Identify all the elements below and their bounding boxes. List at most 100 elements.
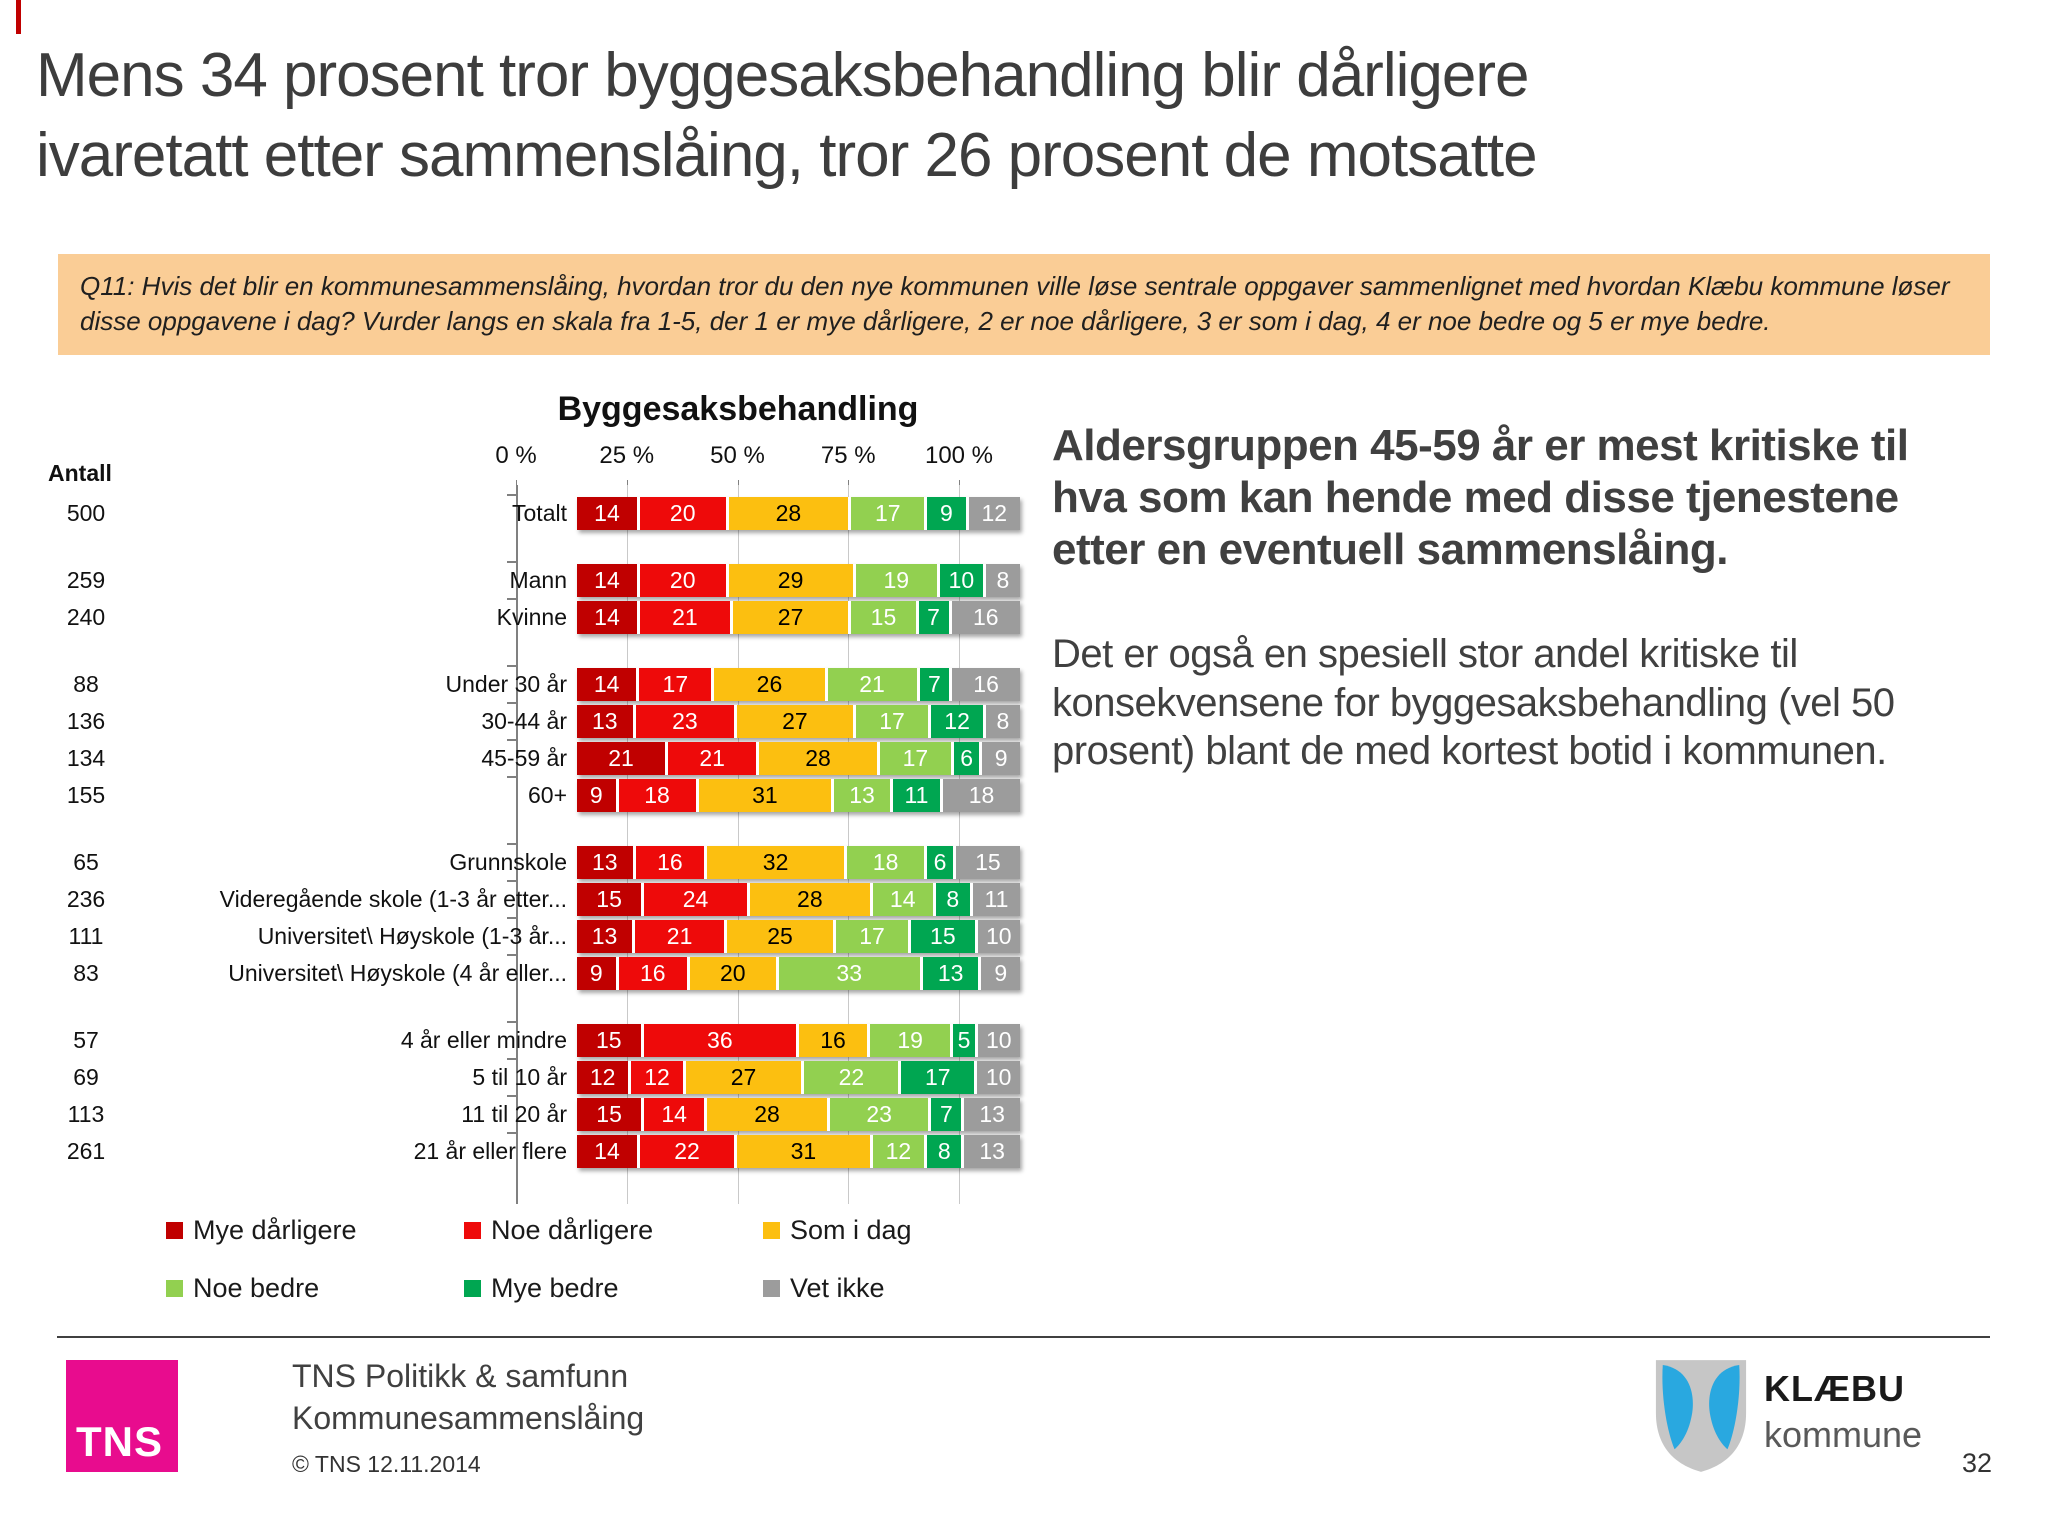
bar-segment: 20 (636, 497, 726, 530)
bar-segment: 28 (725, 497, 849, 530)
bar-segment: 13 (577, 920, 633, 953)
stacked-bar: 12 12 27 22 17 10 (577, 1061, 1020, 1094)
bar-segment: 28 (704, 1098, 827, 1131)
bar-segment: 13 (919, 957, 979, 990)
antall-value: 69 (73, 1064, 99, 1090)
row-label: 21 år eller flere (413, 1138, 567, 1164)
bar-segment: 31 (734, 1135, 870, 1168)
antall-value: 83 (73, 960, 99, 986)
commentary-block: Aldersgruppen 45-59 år er mest kritiske … (1052, 420, 1982, 776)
legend-item: Mye dårligere (166, 1212, 464, 1248)
footer-divider (57, 1336, 1990, 1338)
bar-segment: 14 (641, 1098, 705, 1131)
bar-segment: 11 (969, 883, 1020, 916)
bar-segment: 18 (615, 779, 696, 812)
chart-row: 111 Universitet\ Høyskole (1-3 år... 13 21 2… (40, 917, 1020, 953)
slide-title-line1: Mens 34 prosent tror byggesaksbehandling… (36, 41, 1529, 110)
row-label: 45-59 år (481, 745, 567, 771)
footer-line1: TNS Politikk & samfunn (292, 1358, 629, 1394)
legend-label: Noe bedre (193, 1272, 320, 1303)
stacked-bar: 15 14 28 23 7 13 (577, 1098, 1020, 1131)
bar-segment: 18 (939, 779, 1021, 812)
bar-segment: 18 (844, 846, 925, 879)
bar-segment: 27 (682, 1061, 802, 1094)
axis-tick-label: 100 % (924, 442, 994, 469)
bar-segment: 15 (577, 1024, 641, 1057)
bar-segment: 16 (949, 668, 1020, 701)
axis-tick-label: 50 % (710, 442, 765, 469)
bar-segment: 15 (848, 601, 916, 634)
antall-value: 57 (73, 1027, 99, 1053)
chart-title: Byggesaksbehandling (557, 390, 919, 428)
bar-segment: 12 (628, 1061, 683, 1094)
row-label: Universitet\ Høyskole (4 år eller... (228, 960, 567, 986)
legend-item: Som i dag (763, 1212, 912, 1248)
slide-title-line2: ivaretatt etter sammenslåing, tror 26 pr… (36, 120, 1538, 190)
antall-value: 113 (67, 1101, 105, 1127)
chart-row: 65 Grunnskole 13 16 32 18 6 15 (40, 843, 1021, 879)
stacked-bar: 9 18 31 13 11 18 (577, 779, 1021, 812)
bar-segment: 22 (636, 1135, 735, 1168)
legend-swatch (166, 1221, 183, 1239)
bar-segment: 9 (978, 957, 1020, 990)
legend-item: Vet ikke (763, 1270, 912, 1306)
row-label: 5 til 10 år (472, 1064, 567, 1090)
bar-segment: 13 (961, 1098, 1020, 1131)
legend-label: Som i dag (790, 1214, 912, 1245)
axis-tick-label: 25 % (599, 442, 655, 469)
stacked-bar: 14 20 29 19 10 8 (577, 564, 1020, 597)
chart-row: 113 11 til 20 år 15 14 28 23 7 13 (40, 1095, 1020, 1131)
axis-tick (737, 480, 739, 490)
chart-row: 136 30-44 år 13 23 27 17 12 8 (40, 702, 1020, 738)
antall-value: 134 (66, 745, 106, 771)
bar-segment: 10 (974, 1024, 1020, 1057)
bar-segment: 6 (924, 846, 953, 879)
bar-segment: 23 (632, 705, 735, 738)
chart-group: 65 Grunnskole 13 16 32 18 6 15 236 Videregående s… (40, 843, 1021, 990)
antall-value: 240 (66, 604, 106, 630)
bar-segment: 9 (979, 742, 1020, 775)
bar-segment: 21 (824, 668, 917, 701)
bar-segment: 11 (889, 779, 940, 812)
bar-segment: 15 (577, 883, 642, 916)
chart-group: 57 4 år eller mindre 15 36 16 19 5 10 69 5 til 10… (40, 1021, 1020, 1168)
question-text: Q11: Hvis det blir en kommunesammenslåin… (80, 271, 1950, 336)
legend-label: Vet ikke (790, 1272, 885, 1303)
bar-segment: 6 (951, 742, 980, 775)
chart-byggesaksbehandling: Byggesaksbehandling Antall 0 % 25 % 50 % 75… (40, 390, 1021, 1204)
antall-header: Antall (48, 460, 112, 486)
bar-segment: 15 (577, 1098, 642, 1131)
antall-value: 88 (73, 671, 99, 697)
row-label: 11 til 20 år (461, 1101, 567, 1127)
bar-segment: 13 (577, 705, 633, 738)
klaebu-coat-of-arms-icon (1655, 1360, 1747, 1472)
bar-segment: 32 (704, 846, 845, 879)
bar-segment: 25 (724, 920, 834, 953)
axis-tick (626, 480, 628, 490)
bar-segment: 17 (898, 1061, 975, 1094)
tns-logo: TNS (66, 1360, 178, 1472)
chart-row: 261 21 år eller flere 14 22 31 12 8 13 (40, 1132, 1020, 1168)
antall-value: 259 (66, 567, 106, 593)
footer-text-block: TNS Politikk & samfunn Kommunesammenslåi… (292, 1356, 644, 1478)
stacked-bar: 9 16 20 33 13 9 (577, 957, 1020, 990)
legend-label: Mye dårligere (193, 1214, 357, 1245)
chart-row: 500 Totalt 14 20 28 17 9 12 (40, 494, 1020, 530)
footer-line2: Kommunesammenslåing (292, 1399, 645, 1436)
bar-segment: 8 (982, 564, 1020, 597)
bar-segment: 10 (936, 564, 983, 597)
bar-segment: 16 (615, 957, 687, 990)
chart-group: 259 Mann 14 20 29 19 10 8 240 Kvinne 14 21 27 15 7 16 (40, 561, 1020, 634)
chart-row: 236 Videregående skole (1-3 år etter... 15… (40, 880, 1020, 916)
antall-value: 136 (66, 708, 106, 734)
chart-rows: 500 Totalt 14 20 28 17 9 12 259 Mann 14 20 29 19 10 8 24… (40, 485, 1021, 1204)
axis-tick (516, 480, 517, 490)
bar-segment: 21 (577, 742, 666, 775)
bar-segment: 28 (746, 883, 870, 916)
bar-segment: 8 (982, 705, 1020, 738)
legend-label: Mye bedre (491, 1272, 619, 1303)
bar-segment: 13 (961, 1135, 1020, 1168)
stacked-bar: 14 21 27 15 7 16 (577, 601, 1020, 634)
bar-segment: 14 (577, 601, 637, 634)
bar-segment: 24 (641, 883, 747, 916)
